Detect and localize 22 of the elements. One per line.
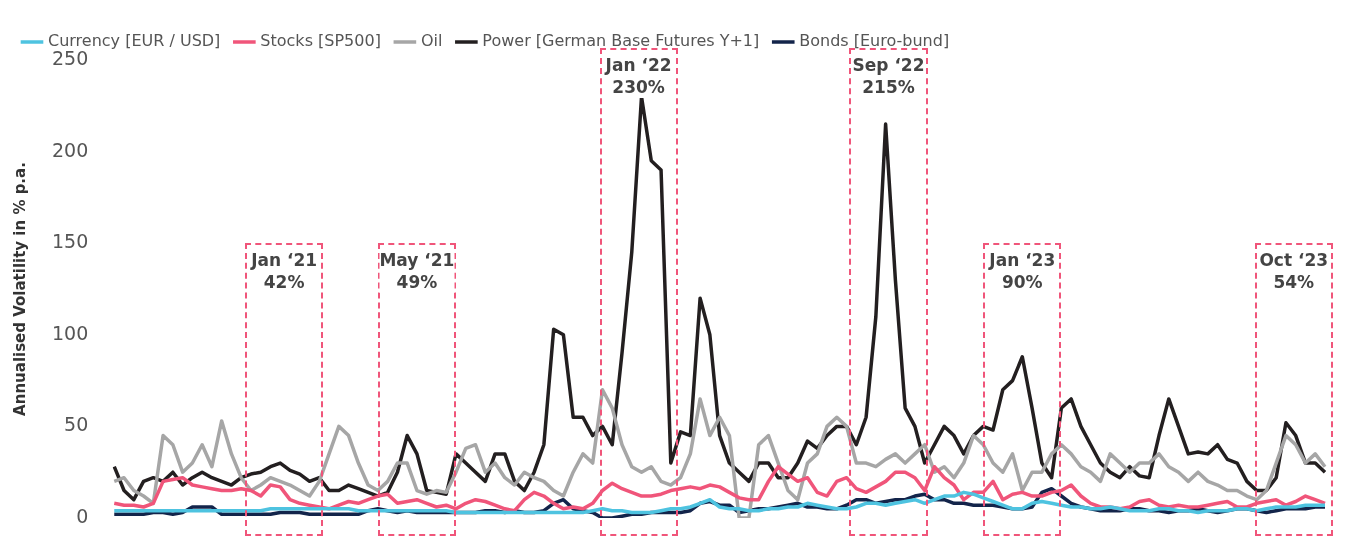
legend-label: Stocks [SP500] [260,31,381,51]
dashed-frame: Sep ‘22 215% [849,48,928,536]
legend-label: Oil [420,31,443,51]
annotation: Jan ‘21 42% [251,249,318,294]
legend-label: Bonds [Euro-bund] [799,31,950,51]
dashed-frame: Jan ‘21 42% [245,243,324,536]
y-tick-label: 50 [64,413,89,436]
annotation: Jan ‘22 230% [605,54,672,98]
dashed-frame: May ‘21 49% [377,243,456,536]
annotation: May ‘21 49% [379,249,455,294]
y-axis-title: Annualised Volatility in % p.a. [10,162,29,416]
dashed-frame: Oct ‘23 54% [1254,243,1333,536]
dashed-frame: Jan ‘23 90% [983,243,1062,536]
y-tick-label: 100 [52,321,89,344]
annotation: Jan ‘23 90% [989,249,1056,294]
dashed-frame: Jan ‘22 230% [599,48,678,536]
annotation: Sep ‘22 215% [852,54,925,98]
y-tick-label: 150 [52,230,89,253]
y-tick-label: 0 [76,504,89,527]
legend-label: Power [German Base Futures Y+1] [482,31,760,51]
y-tick-label: 200 [52,138,89,161]
annotation: Oct ‘23 54% [1259,249,1329,294]
